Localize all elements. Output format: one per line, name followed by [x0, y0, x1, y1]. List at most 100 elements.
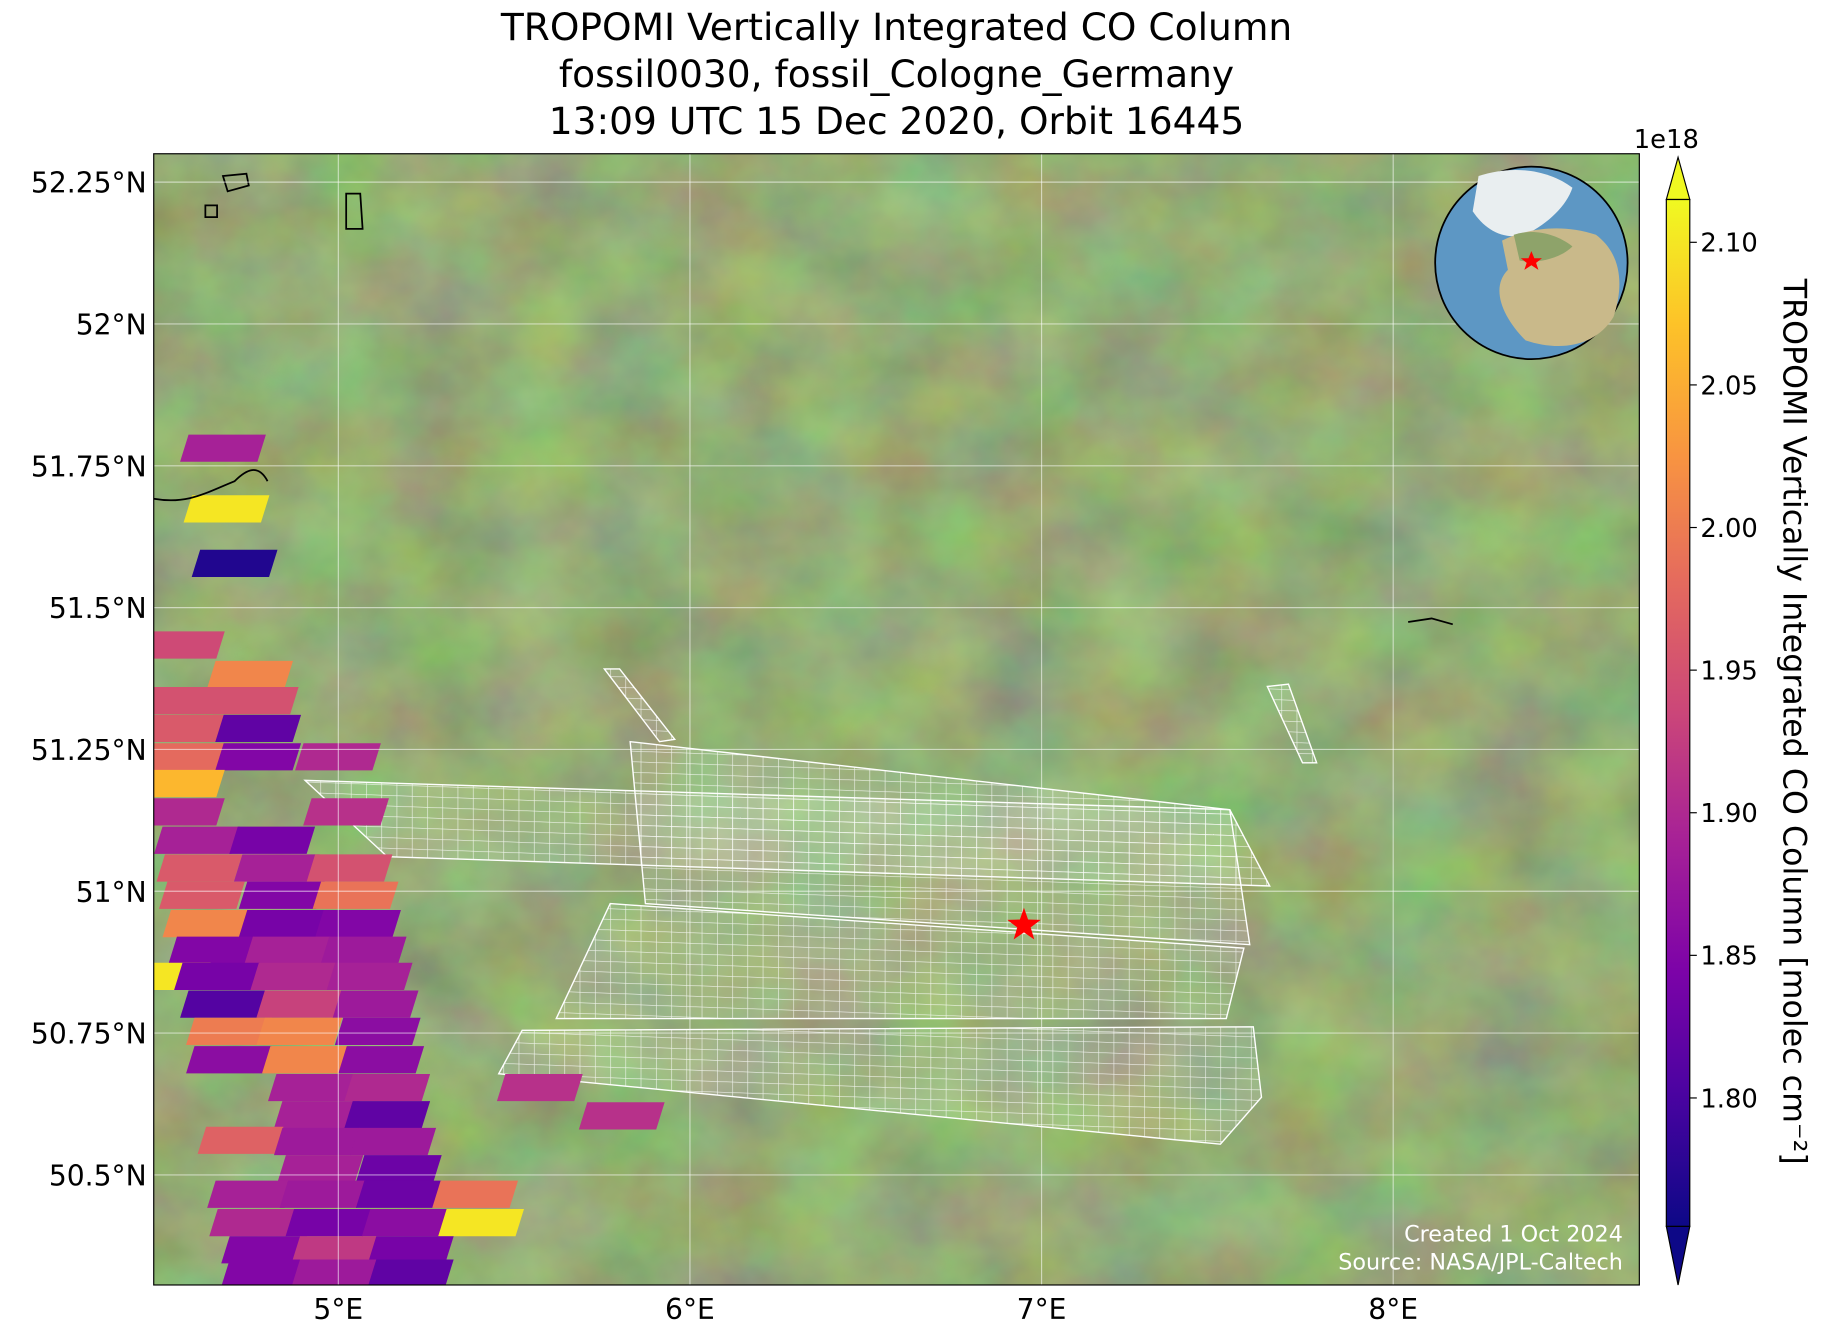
lake-outline	[1408, 617, 1453, 626]
x-tick-label: 8°E	[1368, 1293, 1418, 1326]
co-cell	[238, 909, 325, 938]
co-cell	[291, 1236, 378, 1264]
co-cell	[215, 743, 302, 771]
colorbar-tick-label: 2.10	[1700, 229, 1757, 259]
co-cell	[186, 1017, 272, 1046]
colorbar-tick-label: 2.00	[1700, 514, 1757, 544]
globe-ice	[1472, 169, 1573, 237]
co-cell	[212, 687, 299, 715]
co-cell	[153, 743, 225, 771]
co-cell	[168, 936, 255, 964]
x-tick-label: 5°E	[313, 1293, 363, 1326]
co-cell	[438, 1208, 524, 1237]
colorbar-tick-label: 1.80	[1700, 1084, 1757, 1114]
gridlines	[153, 153, 1640, 1285]
y-tick-label: 50.5°N	[49, 1159, 147, 1192]
co-cell	[221, 1259, 308, 1285]
co-cell	[229, 826, 316, 854]
co-cell	[156, 854, 243, 882]
co-cell	[183, 495, 270, 523]
y-tick-label: 52.25°N	[31, 167, 147, 200]
colorbar: 1.80 1.85 1.90 1.95 2.00 2.05 2.10 1e18 TROPOMI …	[1634, 125, 1812, 1286]
swath	[555, 902, 1245, 1020]
co-cell	[285, 1208, 372, 1237]
globe-inset	[1434, 165, 1629, 360]
credit-line: Created 1 Oct 2024	[1404, 1222, 1623, 1248]
y-tick-label: 52°N	[76, 309, 147, 342]
colorbar-exponent: 1e18	[1634, 125, 1699, 155]
co-cell	[191, 549, 278, 577]
title-line: 13:09 UTC 15 Dec 2020, Orbit 16445	[549, 99, 1245, 143]
co-cell	[303, 798, 389, 826]
co-cell	[233, 854, 320, 882]
co-cell	[315, 909, 401, 938]
colorbar-tick-label: 1.90	[1700, 799, 1757, 829]
map-frame	[153, 153, 1640, 1286]
co-cell	[186, 1046, 272, 1074]
globe-land	[1513, 232, 1573, 262]
co-cell	[361, 1208, 448, 1237]
river-outline	[153, 469, 269, 502]
co-cell	[292, 1259, 378, 1285]
swath	[303, 779, 1271, 887]
co-cell	[162, 909, 249, 938]
co-cell	[180, 990, 266, 1018]
credit-line: Source: NASA/JPL-Caltech	[1338, 1250, 1623, 1276]
coastlines	[153, 172, 1453, 626]
map-area	[153, 153, 1640, 1285]
site-marker	[1007, 907, 1041, 940]
colorbar-label: TROPOMI Vertically Integrated CO Column …	[1776, 278, 1812, 1165]
co-cell	[244, 936, 331, 964]
co-cell	[158, 881, 245, 909]
globe-site	[1520, 251, 1542, 270]
co-cell	[279, 1180, 366, 1208]
colorbar-body	[1665, 198, 1691, 1227]
co-cell	[207, 1180, 293, 1208]
co-cell	[215, 714, 302, 743]
y-tick-label: 51.75°N	[31, 450, 147, 483]
title-line: fossil0030, fossil_Cologne_Germany	[559, 52, 1234, 96]
co-cell	[326, 962, 413, 990]
swath	[602, 668, 677, 743]
colorbar-extend-min	[1665, 1225, 1691, 1286]
co-cell	[344, 1073, 431, 1102]
co-cell	[312, 881, 399, 909]
y-tick-label: 51.5°N	[49, 592, 147, 625]
co-cell	[496, 1073, 583, 1102]
co-cell	[273, 1127, 360, 1156]
y-tick-label: 51.25°N	[31, 734, 147, 767]
colorbar-tick-label: 2.05	[1700, 371, 1757, 401]
co-cell	[355, 1180, 442, 1208]
co-cell	[262, 1046, 348, 1074]
lake-outline	[204, 172, 364, 230]
co-cell	[250, 962, 337, 990]
co-cell	[153, 769, 225, 798]
co-cell	[578, 1102, 665, 1130]
co-cell	[153, 798, 225, 826]
co-cell	[174, 962, 260, 990]
colorbar-tick-label: 1.95	[1700, 657, 1757, 687]
site-star	[1007, 907, 1041, 940]
co-cell	[256, 990, 343, 1018]
co-cell	[344, 1101, 431, 1129]
x-tick-label: 7°E	[1017, 1293, 1067, 1326]
co-cell	[368, 1259, 454, 1285]
co-cell	[268, 1073, 354, 1102]
co-cell	[153, 687, 231, 715]
co-cell	[367, 1236, 454, 1264]
x-tick-label: 6°E	[665, 1293, 715, 1326]
title: TROPOMI Vertically Integrated CO Columnf…	[500, 5, 1292, 143]
colorbar-tick-label: 1.85	[1700, 942, 1757, 972]
co-cell	[306, 854, 393, 882]
axes-labels: 5°E 6°E 7°E 8°E 50.5°N 50.75°N 51°N 51.25°N 51.5…	[31, 167, 1418, 1326]
title-line: TROPOMI Vertically Integrated CO Column	[500, 5, 1292, 49]
co-cell	[432, 1180, 519, 1208]
co-cell	[350, 1127, 437, 1156]
co-cell	[334, 1017, 421, 1046]
co-cell	[277, 1155, 364, 1183]
co-cell	[221, 1236, 308, 1264]
colorbar-extend-max	[1665, 155, 1691, 201]
